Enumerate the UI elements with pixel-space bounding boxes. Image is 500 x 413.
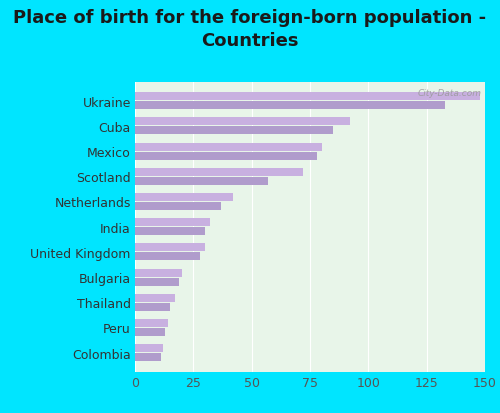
Bar bbox=[135, 328, 166, 336]
Bar bbox=[135, 294, 174, 302]
Bar bbox=[135, 319, 168, 327]
Bar bbox=[135, 102, 446, 110]
Bar bbox=[135, 93, 480, 101]
Bar bbox=[135, 354, 160, 361]
Bar bbox=[135, 202, 222, 211]
Bar bbox=[135, 244, 205, 252]
Bar bbox=[135, 193, 233, 202]
Bar bbox=[135, 127, 334, 135]
Text: Place of birth for the foreign-born population -
Countries: Place of birth for the foreign-born popu… bbox=[14, 9, 486, 50]
Bar bbox=[135, 228, 205, 236]
Bar bbox=[135, 303, 170, 311]
Bar bbox=[135, 253, 200, 261]
Bar bbox=[135, 278, 180, 286]
Bar bbox=[135, 143, 322, 151]
Bar bbox=[135, 152, 317, 160]
Bar bbox=[135, 169, 303, 176]
Bar bbox=[135, 269, 182, 277]
Bar bbox=[135, 177, 268, 185]
Bar bbox=[135, 218, 210, 227]
Text: City-Data.com: City-Data.com bbox=[418, 88, 482, 97]
Bar bbox=[135, 344, 163, 352]
Bar bbox=[135, 118, 350, 126]
